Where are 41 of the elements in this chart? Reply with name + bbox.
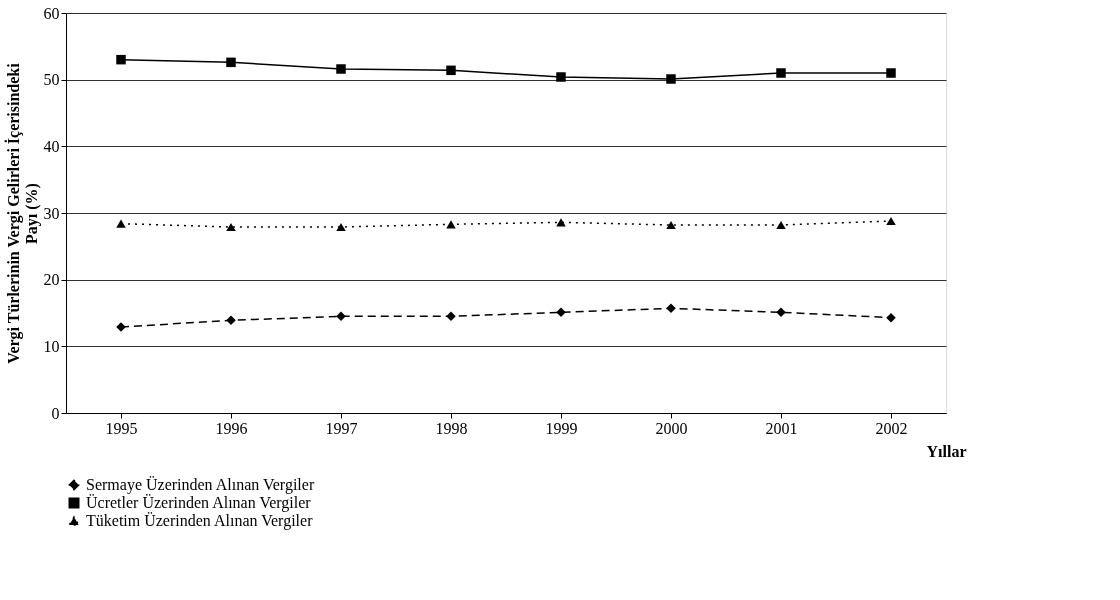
point [336,222,346,232]
x-axis-title: Yıllar [926,442,967,460]
y-tick-label: 10 [43,337,60,355]
point [226,222,236,232]
y-axis-title: Vergi Türlerinin Vergi Gelirleri İçerisindeki Payı (%) [3,62,41,364]
point [226,315,236,326]
point [776,220,786,230]
point [336,64,346,74]
y-tick-label: 50 [43,71,60,89]
x-tick-label: 1997 [325,419,358,437]
y-tick-label: 0 [51,404,60,422]
x-tick-label: 1995 [105,419,138,437]
point [886,68,896,78]
point [446,311,456,322]
point [666,74,676,84]
point [446,65,456,76]
point [886,216,896,226]
x-tick-label: 2000 [655,419,688,437]
y-tick-label: 40 [43,137,60,155]
x-tick-label: 1996 [215,419,248,437]
point [666,303,676,314]
point [226,57,236,68]
legend-label: Ücretler Üzerinden Alınan Vergiler [86,494,312,512]
legend-label: Tüketim Üzerinden Alınan Vergiler [86,512,314,530]
x-tick-label: 1999 [545,419,578,437]
point [556,72,566,82]
legend-label: Sermaye Üzerinden Alınan Vergiler [86,476,315,494]
y-tick-label: 60 [43,4,60,22]
point [556,307,566,318]
y-tick-label: 20 [43,271,60,289]
point [886,312,896,323]
point [116,219,126,228]
x-tick-label: 2002 [875,419,908,437]
point [666,220,676,230]
x-tick-label: 2001 [765,419,798,437]
point [116,54,126,65]
y-tick-label: 30 [43,204,60,222]
point [776,68,786,78]
point [776,307,786,318]
point [336,311,346,322]
x-tick-label: 1998 [435,419,468,437]
